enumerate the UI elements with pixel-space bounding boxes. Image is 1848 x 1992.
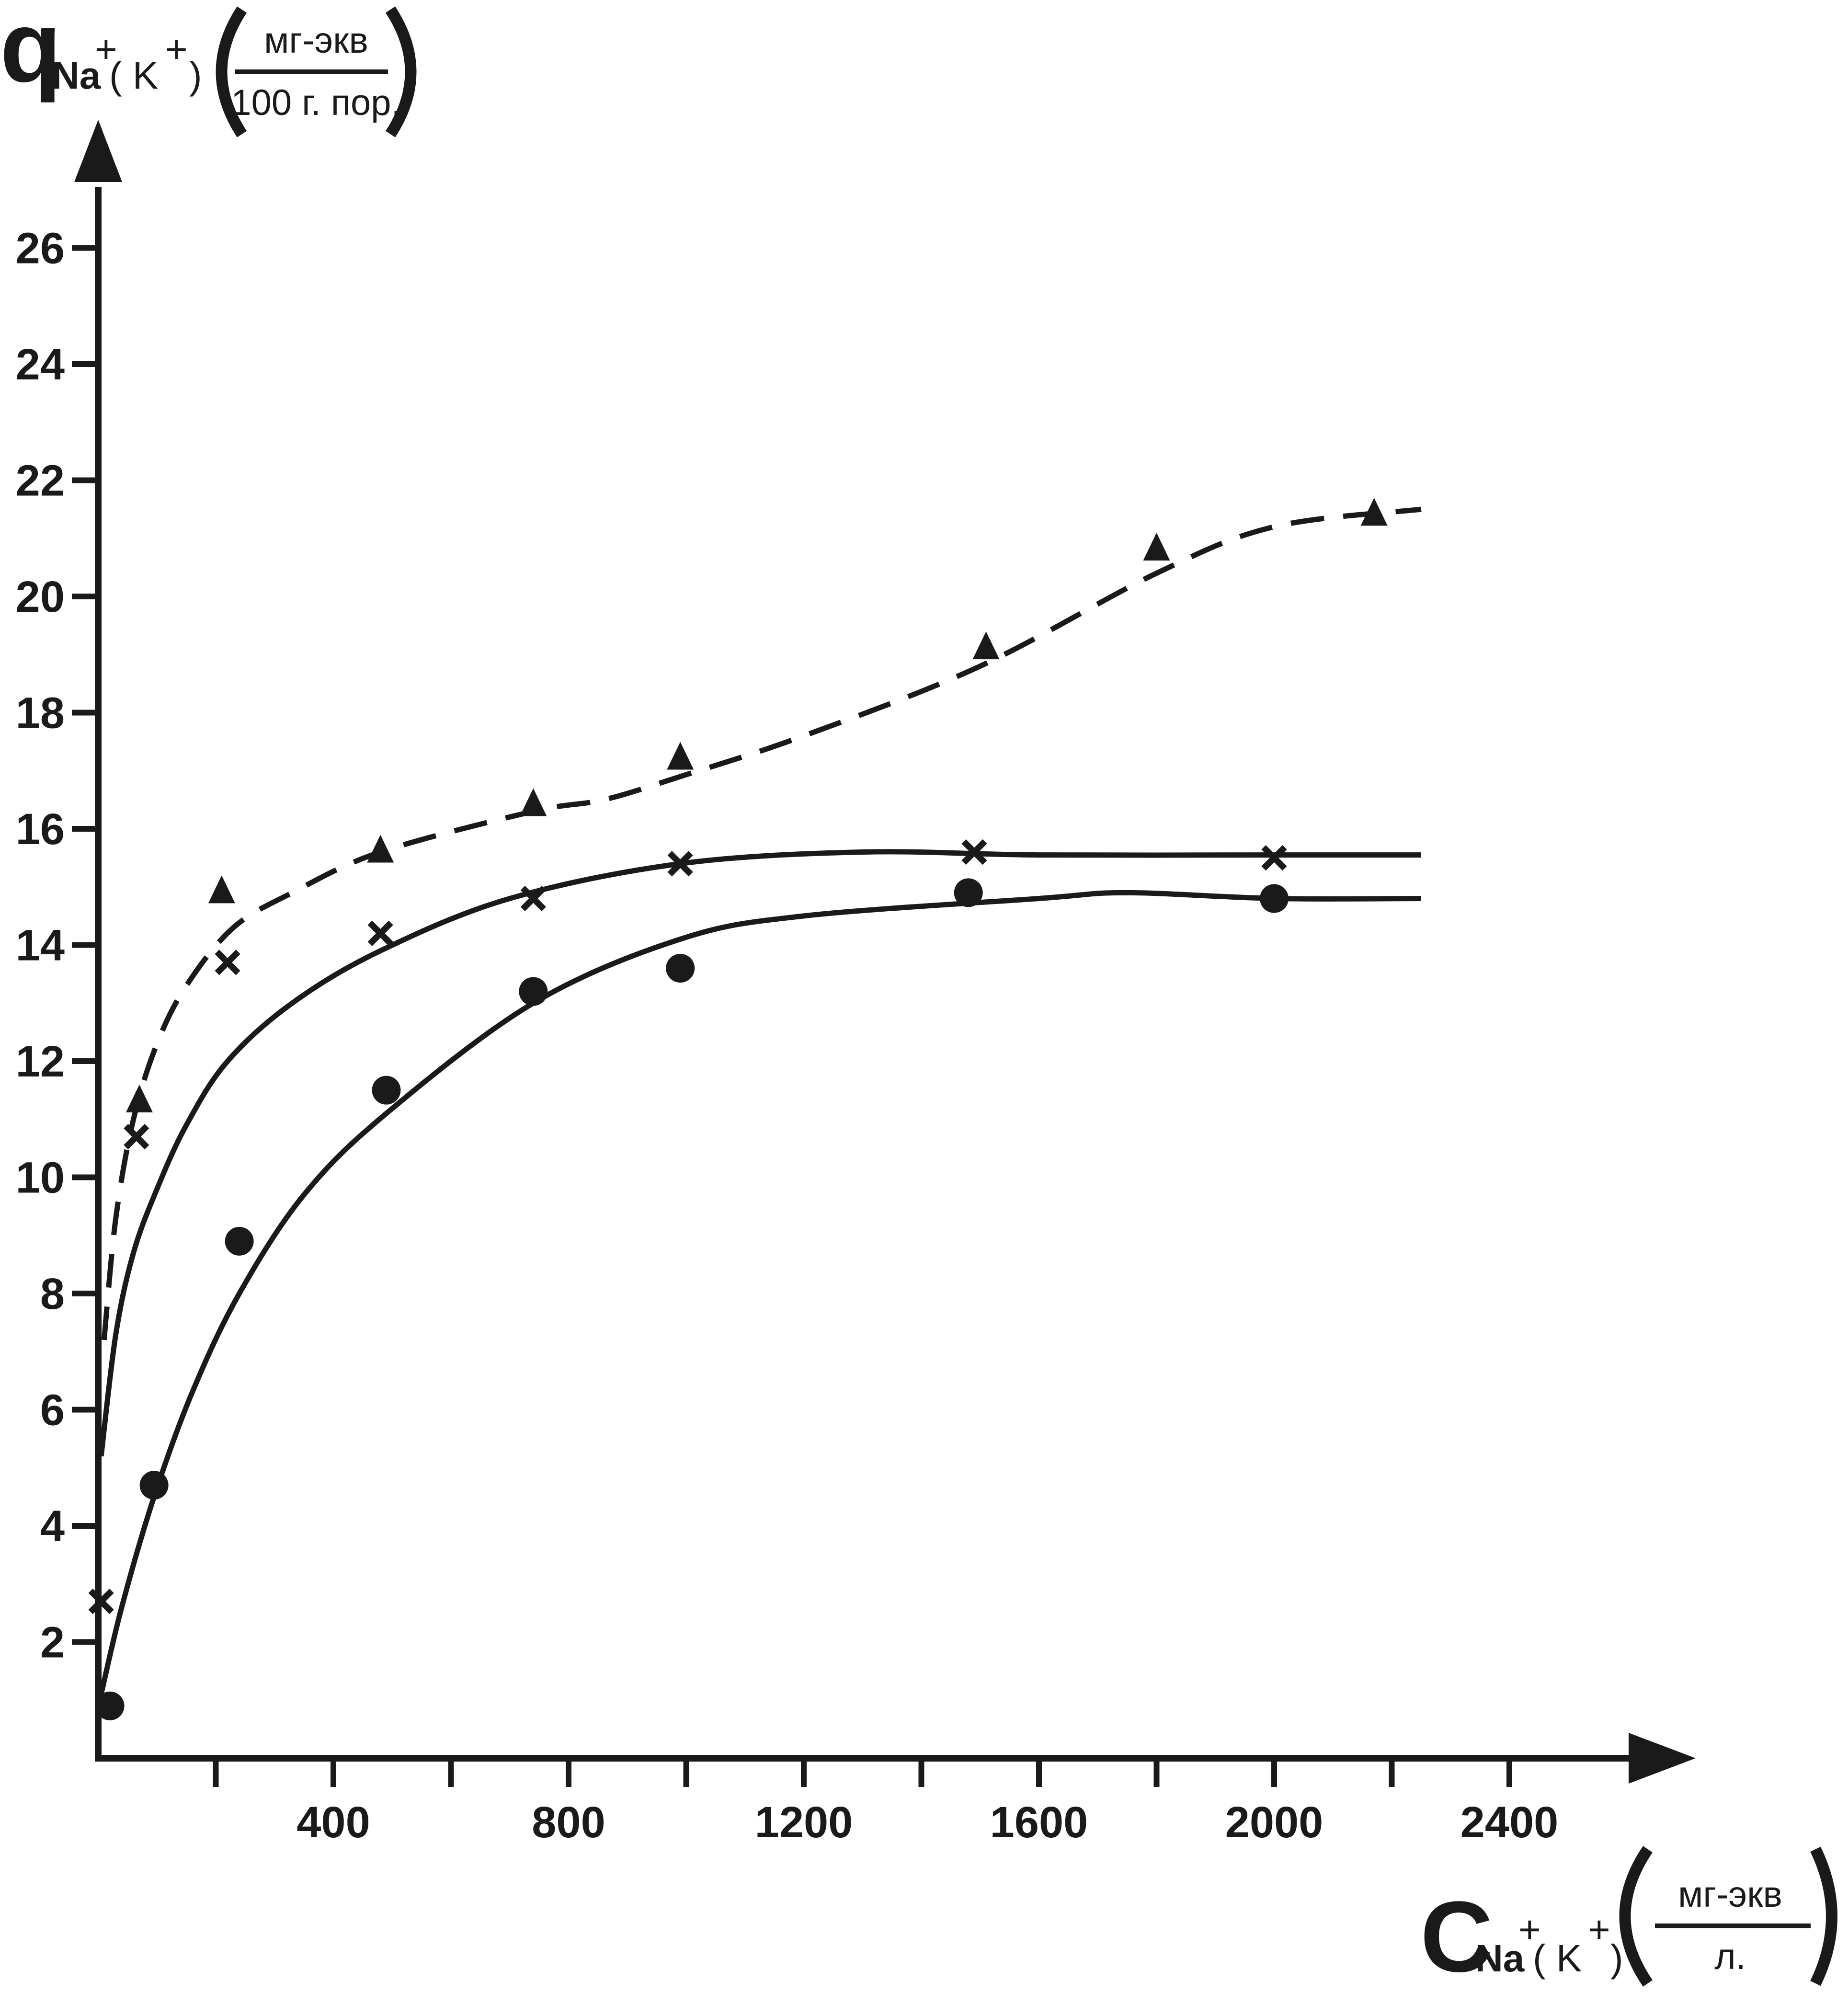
circle-point [225,1226,254,1256]
y-tick-label: 12 [16,1037,65,1086]
x-tick-label: 1200 [755,1798,853,1847]
x-point-stroke [961,839,987,865]
x-point [367,920,393,946]
x-point [961,839,987,865]
y-unit-denominator: 100 г. пор. [231,82,401,123]
circle-point [1260,884,1289,913]
x-point [1261,845,1287,871]
x-point-stroke [520,885,546,912]
y-tick-label: 16 [16,805,65,854]
triangle-point [367,835,394,863]
curves [98,506,1422,1695]
x-tick-label: 400 [297,1798,370,1847]
y-tick-label: 4 [40,1502,65,1551]
y-tick-label: 20 [16,572,65,621]
x-ticks: 400 800 1200 1600 2000 2400 [213,1758,1559,1847]
triangle-point [125,1084,153,1112]
x-tick-label: 1600 [990,1798,1088,1847]
x-point [215,950,240,975]
circle-point [666,954,695,983]
y-tick-label: 14 [16,921,65,970]
y-unit-right-paren [385,6,417,137]
series-circle-fit-line [98,890,1421,1695]
y-axis-ion: Na [52,54,101,97]
x-point-stroke [124,1124,149,1150]
x-unit-right-paren [1810,1846,1837,1986]
x-tick-label: 2400 [1460,1798,1559,1847]
x-point-stroke [1261,845,1287,871]
triangle-point [1360,498,1388,526]
markers [88,498,1388,1720]
y-tick-label: 26 [16,224,65,273]
triangle-point [667,742,694,770]
x-point [667,851,693,877]
x-unit-denominator: л. [1714,1936,1745,1977]
x-point [124,1124,149,1150]
y-axis-alt-ion-sup: + [165,28,188,70]
series-x-fit-line [98,849,1421,1457]
x-axis-ion-sup: + [1518,1908,1541,1951]
y-axis-symbol: q [0,0,61,103]
x-unit-numerator: мг-экв [1678,1874,1782,1915]
x-point [520,885,546,912]
y-axis-arrow [74,120,122,182]
triangle-point [972,631,1000,660]
x-axis-symbol: C [1420,1880,1493,1990]
x-point-stroke [88,1589,114,1614]
x-axis-alt-ion-close: ) [1610,1937,1623,1980]
y-tick-label: 2 [40,1618,65,1667]
y-tick-label: 8 [40,1270,65,1318]
circle-point [519,977,548,1006]
y-axis-ion-sup: + [95,28,117,70]
y-tick-label: 22 [16,457,65,505]
x-axis-ion: Na [1475,1937,1525,1980]
x-point-stroke [367,920,393,946]
x-axis-arrow [1629,1733,1696,1784]
y-tick-label: 24 [16,340,65,389]
y-tick-label: 18 [16,689,65,738]
circle-point [95,1691,125,1720]
x-axis-title: C Na + ( K + ) мг-экв л. [1420,1846,1837,1992]
x-point [88,1589,114,1614]
y-axis-alt-ion-close: ) [189,54,202,97]
y-tick-label: 10 [16,1154,65,1202]
axes [74,120,1696,1784]
circle-point [954,878,983,907]
y-unit-left-paren [216,6,247,137]
x-axis-alt-ion-sup: + [1588,1908,1610,1951]
triangle-point [1143,533,1170,561]
circle-point [139,1471,169,1500]
y-unit-numerator: мг-экв [264,20,368,61]
y-axis-title: q Na + ( K + ) мг-экв 100 г. пор. [0,0,417,137]
x-point-stroke [215,950,240,975]
x-unit-left-paren [1619,1846,1653,1987]
triangle-point [520,788,547,816]
triangle-point [208,875,235,904]
y-tick-label: 6 [40,1386,65,1435]
x-tick-label: 2000 [1225,1798,1323,1847]
circle-point [372,1076,401,1105]
x-tick-label: 800 [532,1798,605,1847]
x-point-stroke [667,851,693,877]
x-axis-alt-ion-open: ( K [1533,1937,1582,1980]
series-triangle-fit-line [101,506,1422,1340]
y-axis-alt-ion-open: ( K [109,54,158,97]
